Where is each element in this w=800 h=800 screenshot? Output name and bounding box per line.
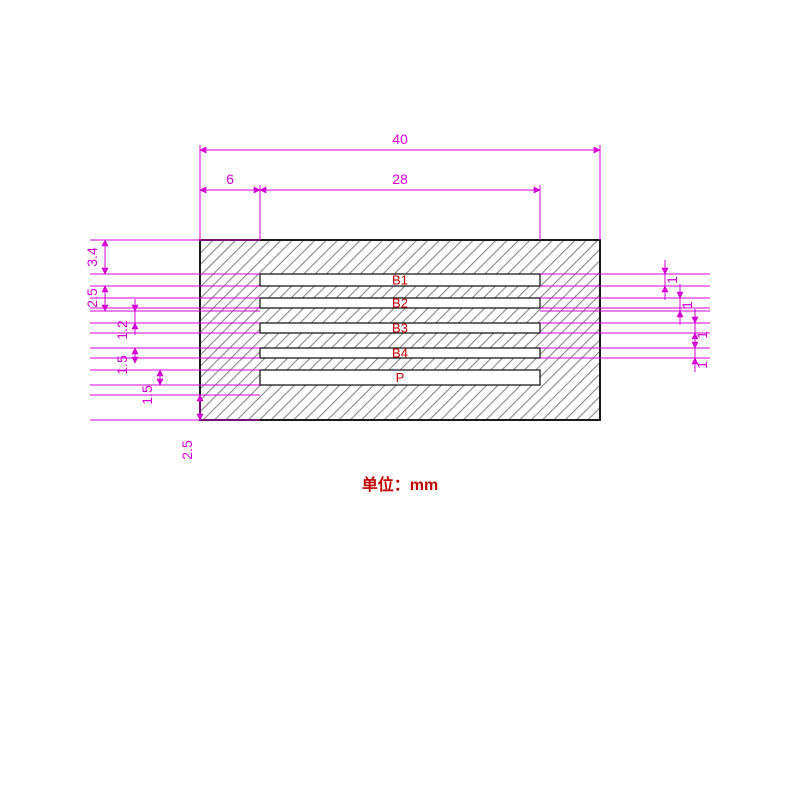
dim-value: 1.2 <box>114 320 130 340</box>
dim-value: 28 <box>392 171 408 187</box>
dim-value: 40 <box>392 131 408 147</box>
dim-value: 1 <box>694 331 710 339</box>
dim-value: 2.5 <box>179 440 195 460</box>
dim-value: 1 <box>694 361 710 369</box>
dim-value: 1.5 <box>139 385 155 405</box>
dim-value: 2.5 <box>84 288 100 308</box>
dim-value: 1.5 <box>114 355 130 375</box>
dim-value: 1 <box>679 301 695 309</box>
engineering-drawing: B1 B2 B3 B4 P 40 6 28 3.4 2.5 1.2 1.5 1.5 2.5 1 1 1 1 单位… <box>0 0 800 800</box>
slot-label-b1: B1 <box>392 273 408 288</box>
unit-label: 单位：mm <box>362 475 438 494</box>
slot-label-p: P <box>396 370 405 385</box>
slot-label-b2: B2 <box>392 296 408 311</box>
slot-label-b4: B4 <box>392 346 408 361</box>
dim-value: 3.4 <box>84 247 100 267</box>
dim-value: 6 <box>226 171 234 187</box>
dim-value: 1 <box>664 276 680 284</box>
slot-label-b3: B3 <box>392 321 408 336</box>
